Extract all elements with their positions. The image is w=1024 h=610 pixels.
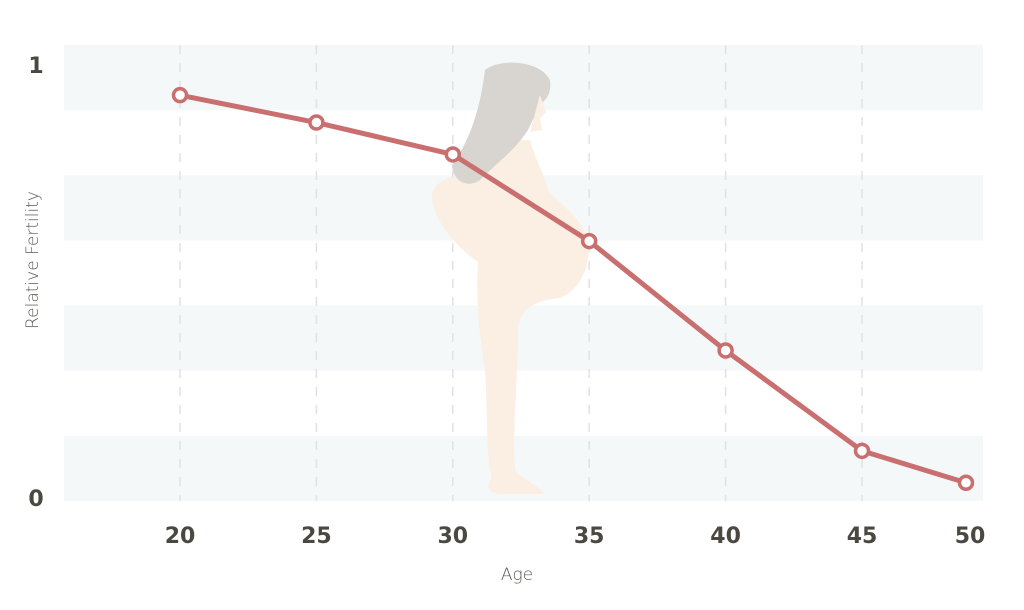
y-tick-labels: 10 [28, 54, 43, 512]
data-points [171, 86, 975, 492]
y-axis-label: Relative Fertility [23, 191, 43, 329]
data-point [444, 146, 462, 163]
x-tick-label: 35 [574, 524, 605, 549]
band [64, 305, 983, 371]
data-point [580, 232, 598, 250]
pregnant-woman-silhouette-icon [431, 62, 589, 494]
x-tick-label: 50 [955, 524, 986, 549]
y-tick-label: 1 [28, 54, 43, 79]
data-point [957, 474, 975, 492]
x-tick-label: 25 [301, 524, 332, 549]
x-tick-label: 20 [165, 524, 196, 549]
data-point [171, 86, 189, 104]
data-point [853, 442, 871, 460]
data-point [308, 114, 325, 131]
x-axis-label: Age [501, 565, 533, 585]
y-tick-label: 0 [28, 487, 43, 512]
x-tick-labels: 20 25 30 35 40 45 50 [165, 524, 986, 549]
data-point [717, 342, 734, 359]
x-tick-label: 40 [710, 524, 741, 549]
x-tick-label: 45 [847, 524, 878, 549]
x-tick-label: 30 [437, 524, 468, 549]
